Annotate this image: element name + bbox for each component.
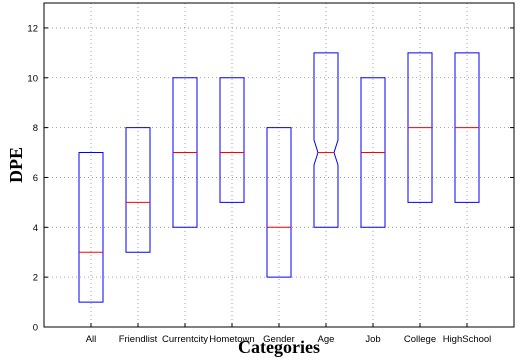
x-tick-label-hometown: Hometown — [209, 334, 254, 345]
x-tick-label-age: Age — [318, 334, 335, 345]
y-tick-label-6: 6 — [33, 173, 38, 184]
y-tick-label-10: 10 — [27, 73, 38, 84]
box-all — [78, 152, 104, 303]
box-gender — [266, 127, 292, 278]
y-tick-label-2: 2 — [33, 273, 38, 284]
x-tick-label-friendlist: Friendlist — [119, 334, 158, 345]
box-hometown — [219, 77, 245, 203]
box-age — [313, 52, 339, 228]
box-layer — [78, 52, 480, 303]
x-tick-label-currentcity: Currentcity — [162, 334, 208, 345]
box-job — [360, 77, 386, 228]
y-axis-label: DPE — [6, 147, 26, 183]
y-tick-label-4: 4 — [33, 223, 38, 234]
x-axis-label: Categories — [238, 337, 320, 357]
x-tick-label-college: College — [404, 334, 436, 345]
box-friendlist — [125, 127, 151, 253]
y-tick-label-0: 0 — [33, 323, 38, 334]
y-tick-label-12: 12 — [27, 23, 38, 34]
box-college — [407, 52, 433, 203]
tick-layer: All Friendlist Currentcity Hometown Gender Ag… — [27, 23, 514, 345]
x-tick-label-all: All — [86, 334, 97, 345]
box-highschool — [454, 52, 480, 203]
x-tick-label-gender: Gender — [263, 334, 295, 345]
x-tick-label-highschool: HighSchool — [443, 334, 492, 345]
x-tick-label-job: Job — [365, 334, 380, 345]
box-currentcity — [172, 77, 198, 228]
y-tick-label-8: 8 — [33, 123, 38, 134]
